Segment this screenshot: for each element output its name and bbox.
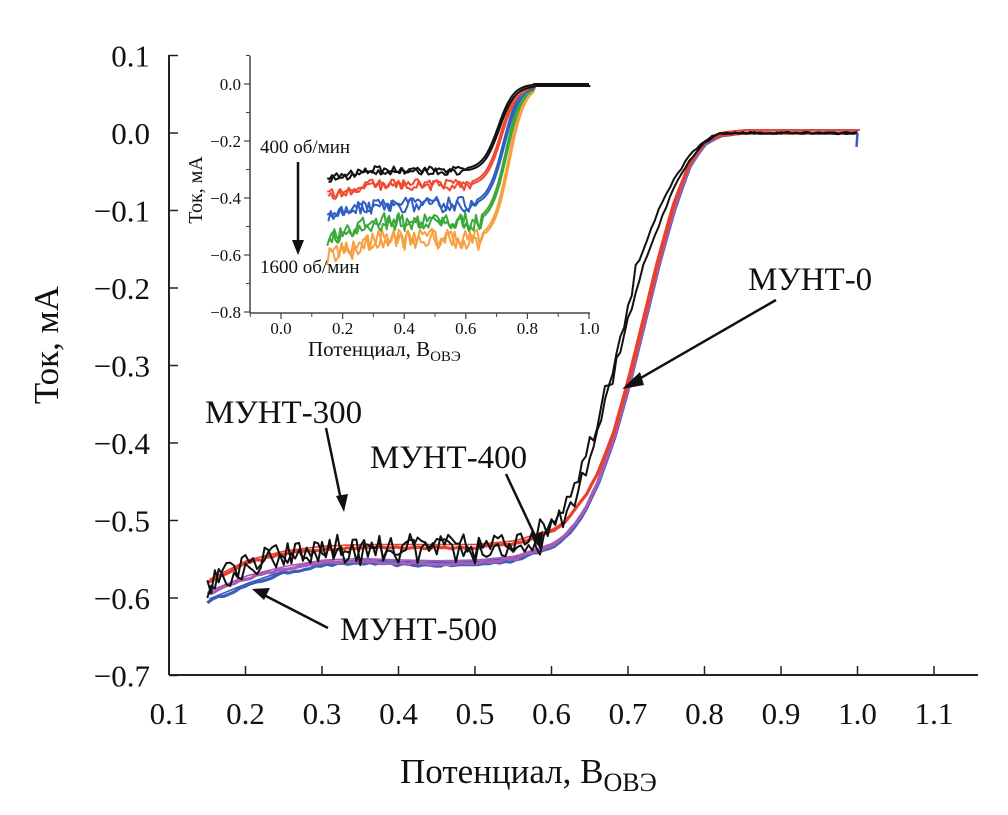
inset-series-group [326, 83, 591, 266]
inset-y-tick-label: 0.0 [220, 75, 241, 94]
inset-x-axis-title-subscript: ОВЭ [430, 349, 461, 365]
main-x-axis-title: Потенциал, ВОВЭ [400, 752, 657, 797]
annotation-label-munt-500: МУНТ-500 [340, 612, 497, 648]
main-x-tick-label: 0.4 [379, 696, 418, 731]
series-line-мунт-400 [206, 131, 858, 584]
main-y-tick-label: −0.4 [94, 426, 151, 461]
main-y-tick-label: 0.1 [111, 39, 150, 74]
inset-y-ticks: 0.0 −0.2 −0.4 −0.6 −0.8 [210, 55, 250, 322]
inset-x-tick-label: 0.2 [332, 319, 353, 338]
annotation-label-munt-300: МУНТ-300 [205, 395, 362, 431]
main-x-ticks: 0.1 0.2 0.3 0.4 0.5 0.6 0.7 0.8 0.9 1.0 1.1 [150, 666, 954, 731]
inset-x-axis-title-text: Потенциал, В [308, 337, 430, 361]
inset-y-axis-title: Ток, мА [185, 156, 207, 224]
inset-series-line [328, 85, 591, 183]
main-axes: 0.10.0−0.1−0.2−0.3−0.4−0.5−0.6−0.7 0.1 0.… [94, 39, 978, 731]
main-x-tick-label: 0.9 [762, 696, 801, 731]
inset-x-tick-label: 0.4 [394, 319, 416, 338]
series-line-мунт-500-purple- [207, 131, 858, 595]
main-x-tick-label: 1.0 [838, 696, 877, 731]
arrowhead-icon [292, 240, 304, 255]
main-x-tick-label: 0.1 [150, 696, 189, 731]
main-x-tick-label: 1.1 [915, 696, 954, 731]
main-x-tick-label: 0.3 [303, 696, 342, 731]
annotation-arrow-munt-400 [504, 473, 539, 541]
main-y-tick-label: −0.1 [94, 194, 150, 229]
inset-series-line [326, 83, 589, 181]
series-line-мунт-0 [206, 130, 858, 595]
series-line-return [209, 129, 860, 600]
main-y-axis-title: Ток, мА [27, 285, 66, 404]
annotation-munt-0: МУНТ-0 [622, 262, 872, 389]
inset-series-line [326, 83, 589, 247]
annotation-munt-400: МУНТ-400 [370, 440, 543, 550]
series-end-spike [855, 132, 859, 148]
inset-label-rpm-top: 400 об/мин [260, 137, 350, 158]
inset-chart: 0.0 −0.2 −0.4 −0.6 −0.8 0.0 0.2 0.4 0.6 0.8 1.0 Т… [185, 55, 600, 365]
main-y-tick-label: −0.3 [94, 349, 150, 384]
inset-x-axis-title: Потенциал, ВОВЭ [308, 337, 461, 365]
annotation-munt-300: МУНТ-300 [205, 395, 362, 512]
main-y-ticks: 0.1 0.0 −0.1 −0.2 −0.3 −0.4 −0.5 −0.6 −0.7 [94, 39, 178, 694]
main-y-tick-label: −0.2 [94, 271, 150, 306]
main-x-tick-label: 0.2 [226, 696, 265, 731]
annotation-label-munt-400: МУНТ-400 [370, 440, 527, 476]
inset-x-tick-label: 0.0 [270, 319, 291, 338]
inset-x-tick-label: 1.0 [578, 319, 599, 338]
main-y-tick-label: 0.0 [111, 116, 150, 151]
main-y-tick-label: −0.5 [94, 504, 150, 539]
inset-series-line [326, 83, 589, 198]
arrowhead-icon [252, 588, 270, 600]
inset-label-rpm-bottom: 1600 об/мин [260, 257, 360, 278]
main-x-axis-title-text: Потенциал, В [400, 752, 604, 791]
inset-x-ticks: 0.0 0.2 0.4 0.6 0.8 1.0 [249, 313, 600, 338]
main-x-tick-label: 0.8 [685, 696, 724, 731]
inset-series-line [326, 83, 589, 218]
main-series-group [206, 129, 860, 605]
inset-series-line [327, 85, 591, 222]
annotation-label-munt-0: МУНТ-0 [748, 262, 872, 298]
annotation-munt-500: МУНТ-500 [252, 588, 497, 648]
arrowhead-icon [336, 494, 348, 512]
inset-x-tick-label: 0.8 [517, 319, 538, 338]
inset-x-tick-label: 0.6 [455, 319, 476, 338]
main-x-tick-label: 0.5 [456, 696, 495, 731]
inset-y-tick-label: −0.2 [210, 132, 241, 151]
inset-series-line [327, 85, 591, 244]
annotation-arrow-munt-0 [631, 298, 777, 385]
arrowhead-icon [531, 531, 543, 550]
inset-y-tick-label: −0.4 [210, 189, 241, 208]
main-x-tick-label: 0.6 [532, 696, 571, 731]
inset-y-tick-label: −0.6 [210, 246, 241, 265]
arrowhead-icon [622, 372, 644, 389]
main-x-tick-label: 0.7 [609, 696, 648, 731]
annotation-arrow-munt-300 [324, 427, 343, 501]
main-y-tick-label: −0.6 [94, 581, 150, 616]
main-x-axis-title-subscript: ОВЭ [604, 768, 657, 797]
main-y-tick-label: −0.7 [94, 659, 150, 694]
inset-y-tick-label: −0.8 [210, 303, 241, 322]
annotation-arrow-munt-500 [261, 592, 329, 630]
